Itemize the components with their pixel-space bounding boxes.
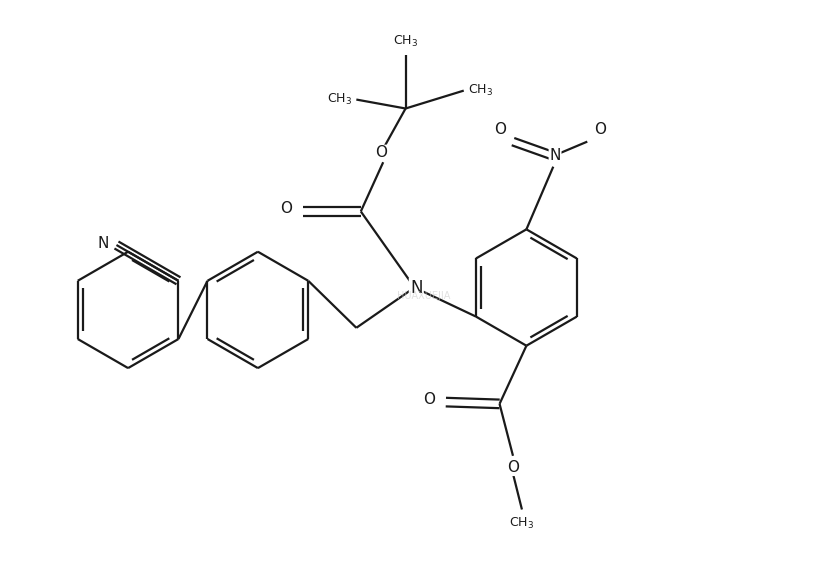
- Text: CH$_3$: CH$_3$: [468, 83, 494, 98]
- Text: N: N: [410, 279, 422, 297]
- Text: O: O: [423, 392, 435, 407]
- Text: O: O: [280, 201, 292, 216]
- Text: CH$_3$: CH$_3$: [510, 516, 535, 531]
- Text: N: N: [550, 148, 561, 163]
- Text: O: O: [507, 460, 519, 475]
- Text: CH$_3$: CH$_3$: [393, 33, 418, 48]
- Text: O: O: [494, 122, 506, 137]
- Text: N: N: [98, 236, 109, 251]
- Text: CH$_3$: CH$_3$: [327, 92, 352, 107]
- Text: O: O: [375, 145, 387, 161]
- Text: HUAXUEJIA: HUAXUEJIA: [396, 291, 450, 301]
- Text: O: O: [594, 122, 607, 137]
